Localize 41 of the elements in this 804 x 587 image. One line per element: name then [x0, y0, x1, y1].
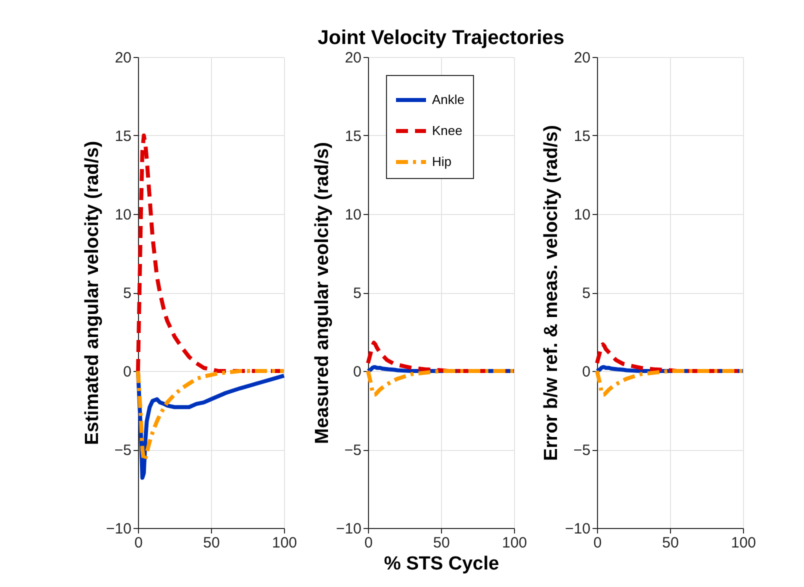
y-tick-label: −5	[573, 442, 590, 459]
y-axis-title: Error b/w ref. & meas. velocity (rad/s)	[541, 125, 562, 461]
y-tick-label: 5	[353, 285, 362, 302]
y-tick-label: 20	[114, 50, 132, 66]
x-tick-label: 50	[433, 534, 450, 552]
x-tick-label: 100	[730, 534, 756, 552]
legend-label: Hip	[432, 154, 452, 169]
y-tick-label: 10	[574, 206, 590, 224]
y-tick-label: 5	[582, 285, 590, 302]
y-tick-label: 5	[123, 285, 132, 302]
y-tick-label: −10	[106, 520, 132, 538]
y-tick-label: 0	[353, 364, 362, 380]
x-tick-label: 0	[593, 534, 602, 552]
y-tick-label: 0	[582, 364, 590, 380]
y-tick-label: 0	[123, 364, 132, 380]
x-tick-label: 50	[203, 534, 220, 552]
x-tick-label: 100	[502, 534, 528, 552]
line-series	[595, 369, 745, 397]
y-axis-title: Estimated angular velocity (rad/s)	[82, 140, 104, 446]
y-tick-label: −5	[344, 442, 362, 459]
y-tick-label: 15	[574, 128, 590, 145]
x-axis-title: % STS Cycle	[384, 554, 500, 574]
y-tick-label: −10	[565, 520, 590, 538]
y-tick-label: −10	[336, 520, 362, 538]
x-tick-label: 100	[272, 534, 298, 552]
x-tick-label: 0	[364, 534, 373, 552]
x-tick-label: 0	[134, 534, 143, 552]
chart-title: Joint Velocity Trajectories	[318, 27, 564, 49]
y-tick-label: 15	[114, 128, 132, 145]
line-series	[366, 340, 516, 373]
legend-label: Knee	[432, 123, 462, 138]
legend-label: Ankle	[432, 92, 465, 107]
y-tick-label: 10	[114, 206, 132, 224]
y-tick-label: −5	[114, 442, 132, 459]
y-tick-label: 20	[344, 50, 362, 66]
x-tick-label: 50	[662, 534, 679, 552]
y-tick-label: 10	[344, 206, 362, 224]
y-tick-label: 15	[344, 128, 362, 145]
y-axis-title: Measured angular veolcity (rad/s)	[312, 142, 334, 444]
y-tick-label: 20	[574, 50, 590, 66]
line-series	[366, 369, 516, 397]
